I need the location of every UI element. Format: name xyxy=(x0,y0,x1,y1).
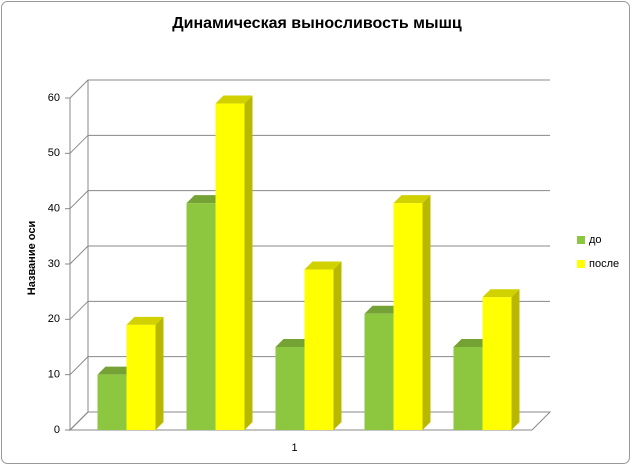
bar-side xyxy=(244,95,253,431)
y-tick-label: 0 xyxy=(54,424,60,436)
bar-top xyxy=(186,195,224,204)
y-tick-label: 10 xyxy=(48,369,60,381)
y-tick-label: 50 xyxy=(48,147,60,159)
bar xyxy=(126,316,164,430)
bar-front xyxy=(482,297,512,430)
legend-swatch xyxy=(577,260,585,268)
bar xyxy=(482,289,520,430)
chart-title: Динамическая выносливость мышц xyxy=(172,15,462,32)
bar-top xyxy=(482,289,520,298)
x-tick-label: 1 xyxy=(291,442,297,454)
bar-top xyxy=(126,316,164,325)
y-axis-label: Название оси xyxy=(26,221,38,295)
bar-front xyxy=(453,347,483,430)
bar-front xyxy=(275,347,305,430)
y-tick-label: 30 xyxy=(48,258,60,270)
bar xyxy=(186,195,224,430)
legend-swatch xyxy=(577,236,585,244)
bar-top xyxy=(393,195,431,204)
bar-top xyxy=(97,366,135,375)
bar-front xyxy=(126,324,156,430)
bar-top xyxy=(364,305,402,314)
bar-side xyxy=(511,289,520,430)
bar-top xyxy=(304,261,342,270)
legend-label: до xyxy=(589,234,602,246)
y-tick-label: 60 xyxy=(48,92,60,104)
grid-line xyxy=(69,134,550,154)
y-tick-label: 20 xyxy=(48,313,60,325)
bar-front xyxy=(97,374,127,430)
bar-front xyxy=(393,203,423,430)
bar-top xyxy=(275,339,313,347)
bar-top xyxy=(215,95,253,104)
grid-line xyxy=(69,79,550,99)
bar-front xyxy=(215,103,245,431)
bar-side xyxy=(333,261,342,430)
bar-front xyxy=(304,269,334,430)
bar xyxy=(304,261,342,430)
y-tick-label: 40 xyxy=(48,203,60,215)
legend-label: после xyxy=(589,258,619,270)
grid-line xyxy=(69,190,550,210)
bar xyxy=(215,95,253,431)
bar xyxy=(393,195,431,430)
bar-front xyxy=(186,203,216,430)
bar-top xyxy=(453,339,491,347)
bar-side xyxy=(422,195,431,430)
bar-side xyxy=(155,316,164,430)
bar-front xyxy=(364,313,394,430)
